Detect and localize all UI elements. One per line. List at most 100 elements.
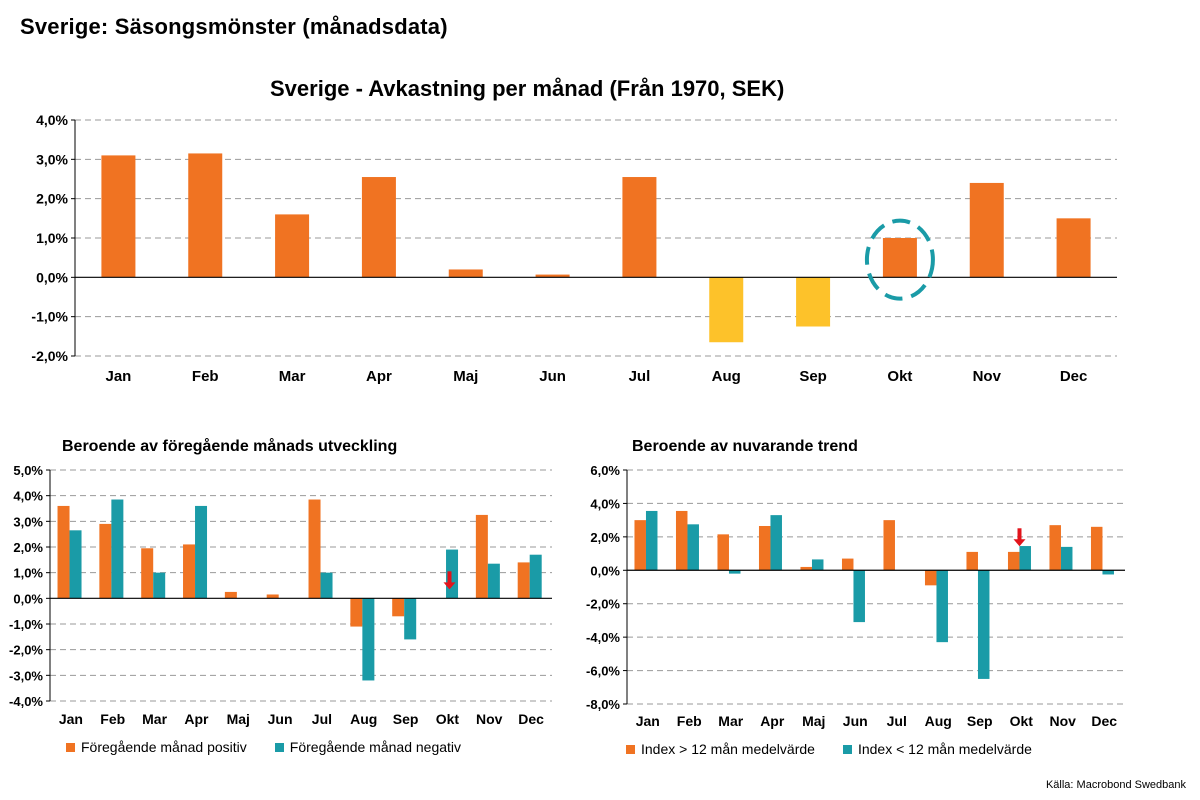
prev-month-bar-s0-sep [392,598,405,617]
prev-month-ytick-label: -1,0% [9,617,43,632]
prev-month-x-label: Apr [184,711,209,727]
prev-month-legend: Föregående månad positiv Föregående måna… [66,739,489,755]
prev-month-x-label: Feb [100,711,125,727]
trend-ytick-label: -8,0% [586,697,620,712]
trend-chart: 6,0% 4,0% 2,0% 0,0% -2,0% -4,0% -6,0% -8,0% Jan F… [586,463,1125,729]
prev-month-bar-s1-dec [529,554,542,599]
prev-month-bar-s1-jul [320,572,333,599]
main-ytick-label: 4,0% [36,112,68,128]
trend-x-label: Okt [1010,713,1034,729]
source-note: Källa: Macrobond Swedbank [1045,779,1186,791]
trend-chart-title: Beroende av nuvarande trend [632,438,858,455]
main-bar-feb [188,153,223,278]
legend-item-prev-positive: Föregående månad positiv [66,739,247,755]
prev-month-x-label: Jan [59,711,83,727]
prev-month-bar-s1-sep [404,598,417,640]
trend-bar-s1-aug [936,570,948,643]
prev-month-bar-s1-feb [111,499,124,599]
prev-month-x-label: Jul [312,711,332,727]
prev-month-ytick-label: 5,0% [13,463,43,478]
trend-bar-s0-mar [717,534,729,571]
arrow-head [1013,539,1026,547]
trend-ytick-label: 6,0% [590,463,620,478]
trend-bar-s0-sep [966,551,978,571]
legend-item-index-below: Index < 12 mån medelvärde [842,741,1032,757]
trend-ytick-label: -2,0% [586,597,620,612]
prev-month-bar-s0-mar [141,548,154,599]
arrow-head [443,582,456,590]
prev-month-x-label: Okt [436,711,460,727]
prev-month-ytick-label: -4,0% [9,694,43,709]
trend-bar-s0-maj [800,566,812,571]
trend-ytick-label: 4,0% [590,496,620,511]
prev-month-x-label: Mar [142,711,167,727]
trend-bar-s1-jun [853,570,865,623]
trend-bar-s0-dec [1090,526,1103,571]
prev-month-bar-s1-nov [487,563,500,599]
main-bar-sep [796,277,831,327]
trend-bar-s0-jan [634,520,646,571]
trend-x-label: Aug [925,713,952,729]
trend-bar-s1-okt [1019,546,1031,571]
legend-item-prev-negative: Föregående månad negativ [274,739,462,755]
prev-month-bar-s1-mar [153,572,166,599]
prev-month-ytick-label: 3,0% [13,514,43,529]
arrow-shaft [1017,528,1022,542]
prev-month-x-label: Sep [393,711,419,727]
legend-label: Index > 12 mån medelvärde [641,741,815,757]
trend-x-label: Nov [1050,713,1077,729]
legend-label: Föregående månad negativ [289,739,462,755]
trend-bar-s0-feb [675,510,688,571]
prev-month-bar-s0-apr [183,544,196,599]
main-x-label: Aug [712,368,741,385]
prev-month-ytick-label: 0,0% [13,591,43,606]
trend-ytick-label: -6,0% [586,664,620,679]
trend-x-label: Sep [967,713,993,729]
main-bar-jan [101,155,136,278]
trend-x-label: Apr [760,713,785,729]
prev-month-ytick-label: -3,0% [9,668,43,683]
arrow-shaft [447,571,452,585]
prev-month-bar-s1-apr [195,505,208,599]
legend-swatch-orange [626,744,635,754]
prev-month-bar-s0-jul [308,499,321,599]
prev-month-bar-s0-feb [99,523,112,599]
prev-month-x-label: Aug [350,711,377,727]
main-x-label: Apr [366,368,392,385]
trend-bar-s1-dec [1102,570,1114,575]
prev-month-x-label: Jun [268,711,293,727]
main-bar-jul [622,177,657,278]
trend-bar-s1-jan [645,510,658,571]
prev-month-bar-s0-jan [57,505,70,599]
trend-bar-s0-jun [841,558,854,571]
trend-x-label: Mar [718,713,743,729]
main-ytick-label: 3,0% [36,151,68,167]
prev-month-ytick-label: 4,0% [13,489,43,504]
main-x-label: Maj [453,368,478,385]
trend-ytick-label: -4,0% [586,630,620,645]
main-x-label: Sep [799,368,827,385]
trend-bar-s0-aug [924,570,937,586]
trend-bar-s0-nov [1049,525,1061,571]
main-ytick-label: 0,0% [36,269,68,285]
main-x-label: Feb [192,368,219,385]
trend-bar-s1-mar [728,570,741,574]
prev-month-bar-s0-aug [350,598,363,627]
trend-bar-s1-nov [1060,546,1073,571]
trend-bar-s1-sep [977,570,990,679]
main-ytick-label: -2,0% [31,348,68,364]
trend-x-label: Jun [843,713,868,729]
main-x-label: Jul [629,368,651,385]
prev-month-ytick-label: 2,0% [13,540,43,555]
trend-ytick-label: 2,0% [590,530,620,545]
trend-legend: Index > 12 mån medelvärde Index < 12 mån… [626,741,1060,757]
legend-item-index-above: Index > 12 mån medelvärde [626,741,815,757]
main-ytick-label: -1,0% [31,309,68,325]
main-chart: 4,0% 3,0% 2,0% 1,0% 0,0% -1,0% -2,0% Jan Feb Mar A… [31,112,1117,385]
main-x-label: Okt [887,368,912,385]
prev-month-x-label: Dec [518,711,544,727]
legend-label: Index < 12 mån medelvärde [857,741,1032,757]
trend-bar-s1-apr [770,515,782,571]
